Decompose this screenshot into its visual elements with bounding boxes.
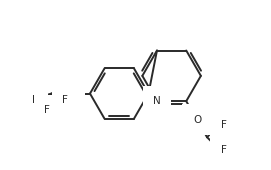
Text: O: O — [66, 89, 74, 99]
Text: F: F — [221, 120, 227, 130]
Text: F: F — [44, 106, 50, 115]
Text: N: N — [153, 96, 161, 106]
Text: F: F — [221, 144, 227, 155]
Text: F: F — [62, 95, 68, 105]
Text: O: O — [193, 115, 201, 125]
Text: F: F — [32, 95, 37, 105]
